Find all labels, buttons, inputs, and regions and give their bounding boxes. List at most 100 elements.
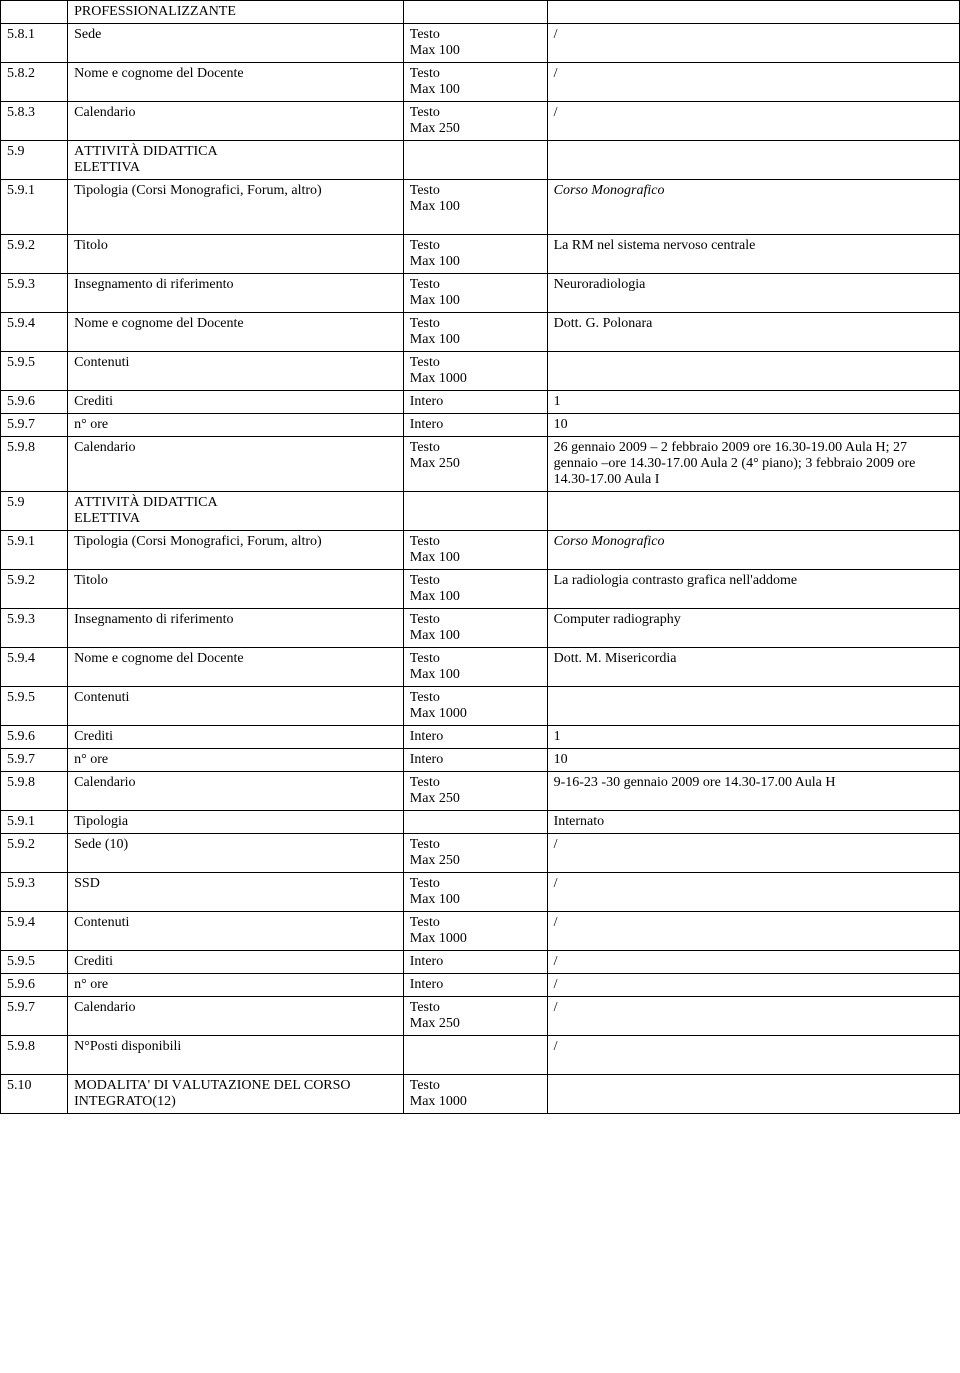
cell-type: Testo Max 100 xyxy=(403,873,547,912)
type-max: Max 100 xyxy=(410,43,460,58)
cell-value: Neuroradiologia xyxy=(547,274,959,313)
cell-num: 5.8.1 xyxy=(1,24,68,63)
cell-value: 9-16-23 -30 gennaio 2009 ore 14.30-17.00… xyxy=(547,772,959,811)
type-max: Max 100 xyxy=(410,667,460,682)
cell-value: / xyxy=(547,873,959,912)
type-text: Testo xyxy=(410,1078,440,1093)
cell-value: / xyxy=(547,834,959,873)
cell-label: MODALITA' DI VALUTAZIONE DEL CORSO INTEG… xyxy=(68,1075,404,1114)
sc: M xyxy=(74,1078,86,1093)
type-max: Max 1000 xyxy=(410,371,467,386)
table-row: 5.9.6 Crediti Intero 1 xyxy=(1,726,960,749)
sc: A xyxy=(74,144,84,159)
cell-label: Nome e cognome del Docente xyxy=(68,313,404,352)
table-row: 5.9.5 Crediti Intero / xyxy=(1,951,960,974)
cell-label: Contenuti xyxy=(68,352,404,391)
cell-label: Contenuti xyxy=(68,687,404,726)
cell-label: ATTIVITÀ DIDATTICA ELETTIVA xyxy=(68,492,404,531)
sc: E xyxy=(74,160,83,175)
table-row: 5.9.8 Calendario Testo Max 250 26 gennai… xyxy=(1,437,960,492)
cell-label: Calendario xyxy=(68,102,404,141)
table-row: 5.9.4 Contenuti Testo Max 1000 / xyxy=(1,912,960,951)
cell-num: 5.9.8 xyxy=(1,772,68,811)
document-table: PROFESSIONALIZZANTE 5.8.1 Sede Testo Max… xyxy=(0,0,960,1114)
sc: TTIVITÀ xyxy=(84,495,143,510)
type-text: Testo xyxy=(410,690,440,705)
type-text: Testo xyxy=(410,651,440,666)
sc: LETTIVA xyxy=(83,511,140,526)
cell-type: Testo Max 1000 xyxy=(403,687,547,726)
sc: ' DI xyxy=(148,1078,172,1093)
cell-num xyxy=(1,1,68,24)
type-max: Max 100 xyxy=(410,892,460,907)
value-text: Corso Monografico xyxy=(554,183,665,198)
type-max: Max 100 xyxy=(410,293,460,308)
table-row: 5.9.7 n° ore Intero 10 xyxy=(1,414,960,437)
sc: TTIVITÀ xyxy=(84,144,143,159)
type-max: Max 100 xyxy=(410,199,460,214)
cell-type xyxy=(403,141,547,180)
type-text: Testo xyxy=(410,66,440,81)
table-row: 5.9.6 Crediti Intero 1 xyxy=(1,391,960,414)
cell-value: / xyxy=(547,951,959,974)
cell-value xyxy=(547,687,959,726)
cell-label: Sede xyxy=(68,24,404,63)
cell-num: 5.9.6 xyxy=(1,974,68,997)
table-row: 5.9.8 Calendario Testo Max 250 9-16-23 -… xyxy=(1,772,960,811)
sc: D xyxy=(143,495,153,510)
value-text: Corso Monografico xyxy=(554,534,665,549)
cell-label: n° ore xyxy=(68,974,404,997)
type-text: Testo xyxy=(410,238,440,253)
cell-type: Testo Max 100 xyxy=(403,24,547,63)
cell-num: 5.9 xyxy=(1,141,68,180)
cell-type: Testo Max 250 xyxy=(403,834,547,873)
cell-num: 5.9.8 xyxy=(1,1036,68,1075)
table-row: 5.8.1 Sede Testo Max 100 / xyxy=(1,24,960,63)
cell-value: / xyxy=(547,974,959,997)
table-row: 5.9.2 Sede (10) Testo Max 250 / xyxy=(1,834,960,873)
cell-type: Testo Max 250 xyxy=(403,997,547,1036)
type-text: Testo xyxy=(410,440,440,455)
cell-type: Testo Max 100 xyxy=(403,570,547,609)
cell-num: 5.9.6 xyxy=(1,726,68,749)
type-max: Max 1000 xyxy=(410,706,467,721)
cell-type: Testo Max 100 xyxy=(403,609,547,648)
type-text: Testo xyxy=(410,316,440,331)
cell-label: Tipologia (Corsi Monografici, Forum, alt… xyxy=(68,180,404,235)
cell-num: 5.9.4 xyxy=(1,313,68,352)
cell-type: Intero xyxy=(403,391,547,414)
sc: IDATTICA xyxy=(153,495,218,510)
cell-type: Testo Max 100 xyxy=(403,313,547,352)
sc: ALUTAZIONE xyxy=(182,1078,274,1093)
cell-type: Testo Max 1000 xyxy=(403,912,547,951)
cell-num: 5.9.5 xyxy=(1,352,68,391)
table-row: PROFESSIONALIZZANTE xyxy=(1,1,960,24)
type-max: Max 100 xyxy=(410,254,460,269)
type-max: Max 250 xyxy=(410,791,460,806)
type-max: Max 100 xyxy=(410,589,460,604)
cell-num: 5.8.2 xyxy=(1,63,68,102)
sc: D xyxy=(143,144,153,159)
cell-type: Intero xyxy=(403,749,547,772)
cell-value: / xyxy=(547,997,959,1036)
cell-value: La RM nel sistema nervoso centrale xyxy=(547,235,959,274)
cell-value: 1 xyxy=(547,726,959,749)
table-row: 5.9 ATTIVITÀ DIDATTICA ELETTIVA xyxy=(1,492,960,531)
cell-value: Dott. M. Misericordia xyxy=(547,648,959,687)
type-max: Max 250 xyxy=(410,456,460,471)
cell-value: Corso Monografico xyxy=(547,531,959,570)
cell-type: Testo Max 1000 xyxy=(403,1075,547,1114)
table-row: 5.10 MODALITA' DI VALUTAZIONE DEL CORSO … xyxy=(1,1075,960,1114)
cell-type: Testo Max 100 xyxy=(403,235,547,274)
cell-value xyxy=(547,1075,959,1114)
cell-label: Crediti xyxy=(68,951,404,974)
cell-num: 5.9.1 xyxy=(1,180,68,235)
cell-value: La radiologia contrasto grafica nell'add… xyxy=(547,570,959,609)
cell-value xyxy=(547,352,959,391)
cell-type: Testo Max 250 xyxy=(403,772,547,811)
table-row: 5.9.2 Titolo Testo Max 100 La radiologia… xyxy=(1,570,960,609)
cell-value xyxy=(547,492,959,531)
value-text: / xyxy=(554,1039,558,1054)
cell-num: 5.9.2 xyxy=(1,570,68,609)
sc: A xyxy=(74,495,84,510)
